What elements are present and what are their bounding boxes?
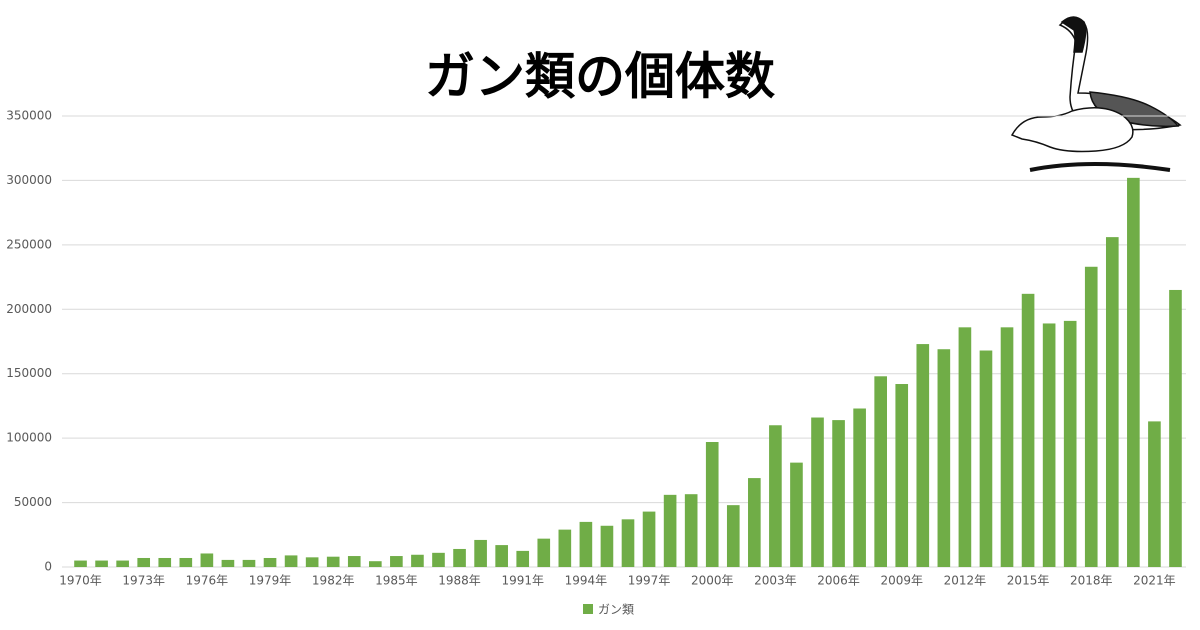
bar xyxy=(1021,293,1035,567)
bar xyxy=(748,478,761,567)
legend-swatch xyxy=(583,604,593,614)
bar xyxy=(453,548,466,567)
x-tick-label: 2000年 xyxy=(691,574,734,588)
bar xyxy=(432,552,445,567)
bar xyxy=(663,494,677,567)
bar xyxy=(158,557,172,567)
bar xyxy=(558,529,572,567)
bar xyxy=(1063,320,1077,567)
bar xyxy=(1127,177,1140,567)
bar xyxy=(916,344,930,567)
bar xyxy=(874,376,887,567)
x-tick-label: 1991年 xyxy=(501,574,544,588)
bar xyxy=(137,557,151,567)
bar xyxy=(537,538,551,567)
bar xyxy=(642,511,656,567)
bar xyxy=(1042,323,1056,567)
bar xyxy=(326,556,340,567)
bar xyxy=(579,521,593,567)
x-tick-label: 2006年 xyxy=(817,574,860,588)
bar xyxy=(516,550,530,567)
bar xyxy=(684,494,698,567)
bar xyxy=(242,559,256,567)
x-tick-label: 1979年 xyxy=(249,574,292,588)
bar xyxy=(347,556,361,567)
x-tick-label: 2003年 xyxy=(754,574,797,588)
bar xyxy=(790,462,803,567)
y-tick-label: 100000 xyxy=(6,431,52,445)
bar xyxy=(1000,327,1014,567)
x-tick-label: 2018年 xyxy=(1070,574,1113,588)
bar xyxy=(221,559,235,567)
bar xyxy=(305,557,319,567)
bar xyxy=(1148,421,1161,567)
chart-title: ガン類の個体数 xyxy=(425,48,775,106)
y-tick-label: 300000 xyxy=(6,173,52,187)
x-tick-label: 2021年 xyxy=(1133,574,1176,588)
x-tick-label: 2009年 xyxy=(880,574,923,588)
x-tick-label: 1973年 xyxy=(122,574,165,588)
bar xyxy=(474,539,487,567)
bar xyxy=(979,350,993,567)
bar xyxy=(95,560,108,567)
bar xyxy=(116,560,129,567)
bar xyxy=(411,554,424,567)
goose-illustration xyxy=(1010,16,1182,172)
bar xyxy=(769,425,782,567)
x-tick-label: 2015年 xyxy=(1007,574,1050,588)
bar xyxy=(726,505,740,567)
bar xyxy=(74,560,87,567)
bar xyxy=(811,417,824,567)
y-tick-label: 50000 xyxy=(14,495,52,509)
bar xyxy=(179,557,193,567)
bar xyxy=(705,442,719,567)
bar xyxy=(853,408,866,567)
bar xyxy=(390,556,403,567)
x-tick-label: 1997年 xyxy=(628,574,671,588)
x-tick-label: 1985年 xyxy=(375,574,418,588)
bar xyxy=(369,561,382,567)
bar xyxy=(495,545,508,567)
bar xyxy=(937,349,951,567)
bar xyxy=(263,557,277,567)
legend-label: ガン類 xyxy=(598,603,634,617)
y-tick-label: 350000 xyxy=(6,109,52,123)
x-tick-label: 2012年 xyxy=(944,574,987,588)
bar xyxy=(284,555,298,567)
bar xyxy=(958,327,972,567)
y-tick-label: 150000 xyxy=(6,366,52,380)
bar xyxy=(621,519,635,567)
bar xyxy=(832,420,845,567)
bar xyxy=(1169,289,1182,567)
y-tick-label: 200000 xyxy=(6,302,52,316)
bar xyxy=(1084,266,1098,567)
y-tick-label: 250000 xyxy=(6,237,52,251)
x-tick-label: 1982年 xyxy=(312,574,355,588)
bar xyxy=(1105,237,1119,567)
y-tick-label: 0 xyxy=(44,560,52,574)
x-tick-label: 1976年 xyxy=(186,574,229,588)
bar xyxy=(895,384,909,567)
x-tick-label: 1994年 xyxy=(565,574,608,588)
x-tick-label: 1970年 xyxy=(59,574,102,588)
bar xyxy=(600,525,614,567)
x-tick-label: 1988年 xyxy=(438,574,481,588)
bar xyxy=(200,553,214,567)
